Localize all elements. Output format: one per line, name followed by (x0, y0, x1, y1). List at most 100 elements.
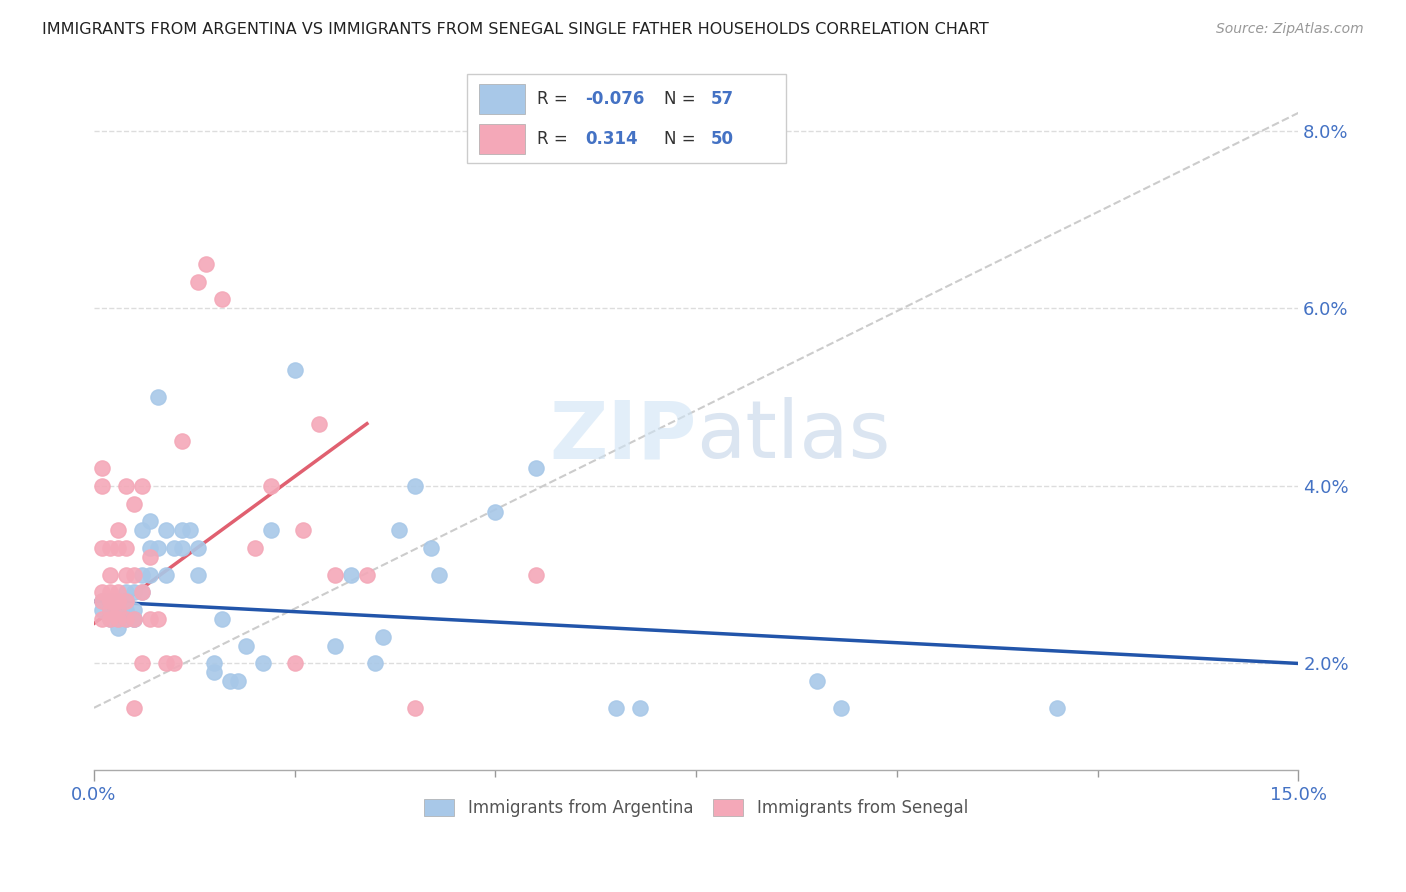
Point (115, 479, 138, 493)
Point (259, 479, 281, 493)
Text: R =: R = (537, 90, 574, 108)
Point (122, 612, 145, 626)
FancyBboxPatch shape (467, 74, 786, 162)
Point (139, 549, 162, 564)
Point (628, 701, 651, 715)
Text: ZIP: ZIP (548, 397, 696, 475)
Point (243, 541, 266, 555)
Text: 57: 57 (710, 90, 734, 108)
Point (340, 567, 363, 582)
Point (146, 541, 169, 555)
Point (202, 665, 225, 680)
Point (98, 603, 121, 617)
Point (371, 630, 394, 644)
Point (98, 612, 121, 626)
Point (91, 541, 114, 555)
Point (163, 657, 186, 671)
Point (107, 541, 129, 555)
Text: Source: ZipAtlas.com: Source: ZipAtlas.com (1216, 22, 1364, 37)
Legend: Immigrants from Argentina, Immigrants from Senegal: Immigrants from Argentina, Immigrants fr… (416, 791, 976, 826)
Point (131, 479, 153, 493)
Point (107, 612, 129, 626)
Point (107, 621, 129, 635)
Point (91, 461, 114, 475)
Point (131, 585, 153, 599)
Point (605, 701, 627, 715)
Point (122, 612, 145, 626)
Point (252, 657, 274, 671)
Text: atlas: atlas (696, 397, 890, 475)
Text: 50: 50 (710, 130, 734, 148)
Point (91, 594, 114, 608)
Point (484, 506, 506, 520)
Point (146, 390, 169, 404)
Point (91, 603, 114, 617)
Point (91, 594, 114, 608)
Point (98, 612, 121, 626)
Point (131, 585, 153, 599)
Point (98, 594, 121, 608)
Point (98, 567, 121, 582)
FancyBboxPatch shape (479, 124, 524, 154)
Point (122, 612, 145, 626)
Point (155, 523, 177, 537)
Point (179, 523, 201, 537)
Point (139, 612, 162, 626)
Point (187, 541, 209, 555)
Point (155, 567, 177, 582)
Point (155, 657, 177, 671)
Point (122, 567, 145, 582)
Point (98, 541, 121, 555)
Point (404, 701, 426, 715)
Point (1046, 701, 1069, 715)
Text: N =: N = (664, 130, 700, 148)
Point (211, 612, 233, 626)
Point (163, 541, 186, 555)
Point (115, 612, 138, 626)
Text: 0.314: 0.314 (585, 130, 638, 148)
Point (308, 417, 330, 431)
Point (211, 293, 233, 307)
Point (195, 257, 218, 271)
Point (122, 701, 145, 715)
Text: N =: N = (664, 90, 700, 108)
Point (122, 585, 145, 599)
FancyBboxPatch shape (479, 84, 524, 113)
Point (388, 523, 411, 537)
Point (107, 594, 129, 608)
Point (356, 567, 378, 582)
Point (131, 523, 153, 537)
Point (98, 603, 121, 617)
Point (323, 567, 346, 582)
Point (806, 674, 828, 689)
Point (420, 541, 443, 555)
Point (115, 594, 138, 608)
Point (146, 612, 169, 626)
Text: R =: R = (537, 130, 578, 148)
Point (219, 674, 242, 689)
Point (259, 523, 281, 537)
Point (187, 275, 209, 289)
Point (228, 674, 250, 689)
Point (122, 497, 145, 511)
Text: IMMIGRANTS FROM ARGENTINA VS IMMIGRANTS FROM SENEGAL SINGLE FATHER HOUSEHOLDS CO: IMMIGRANTS FROM ARGENTINA VS IMMIGRANTS … (42, 22, 988, 37)
Point (830, 701, 852, 715)
Point (284, 363, 307, 377)
Point (107, 585, 129, 599)
Point (323, 639, 346, 653)
Point (107, 603, 129, 617)
Point (131, 657, 153, 671)
Point (115, 594, 138, 608)
Point (235, 639, 257, 653)
Point (115, 612, 138, 626)
Point (98, 585, 121, 599)
Point (172, 541, 194, 555)
Point (107, 612, 129, 626)
Point (139, 567, 162, 582)
Point (107, 594, 129, 608)
Point (115, 567, 138, 582)
Point (139, 541, 162, 555)
Point (364, 657, 387, 671)
Point (91, 612, 114, 626)
Point (107, 523, 129, 537)
